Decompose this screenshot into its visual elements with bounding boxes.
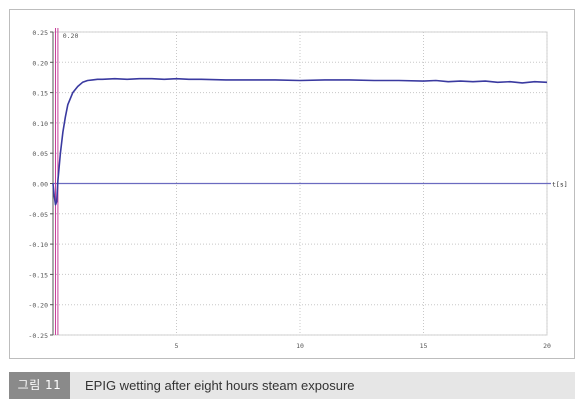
marker-label: 0.20 <box>63 32 79 40</box>
figure-caption: EPIG wetting after eight hours steam exp… <box>85 378 355 393</box>
y-tick-label: -0.05 <box>28 211 48 219</box>
y-tick-label: 0.20 <box>32 59 48 67</box>
line-chart: 0.25 0.20 0.15 0.10 0.05 0.00 -0.05 -0.10 -0.15 -… <box>28 28 568 350</box>
y-tick-label: 0.05 <box>32 150 48 158</box>
y-tick-label: -0.15 <box>28 271 48 279</box>
y-tick-label: -0.20 <box>28 302 48 310</box>
x-axis-label: t[s] <box>552 181 568 189</box>
y-tick-label: 0.00 <box>32 181 48 189</box>
y-tick-label: 0.25 <box>32 29 48 37</box>
chart-panel: 0.25 0.20 0.15 0.10 0.05 0.00 -0.05 -0.10 -0.15 -… <box>9 9 575 359</box>
y-tick-label: -0.10 <box>28 241 48 249</box>
y-tick-label: -0.25 <box>28 332 48 340</box>
x-tick-label: 20 <box>543 342 551 350</box>
figure-caption-bar: 그림 11 EPIG wetting after eight hours ste… <box>9 372 575 399</box>
y-tick-label: 0.15 <box>32 90 48 98</box>
y-tick-label: 0.10 <box>32 120 48 128</box>
series-line <box>52 77 548 206</box>
figure-label: 그림 11 <box>9 372 70 399</box>
x-tick-label: 15 <box>420 342 428 350</box>
x-tick-label: 10 <box>296 342 304 350</box>
x-tick-label: 5 <box>175 342 179 350</box>
